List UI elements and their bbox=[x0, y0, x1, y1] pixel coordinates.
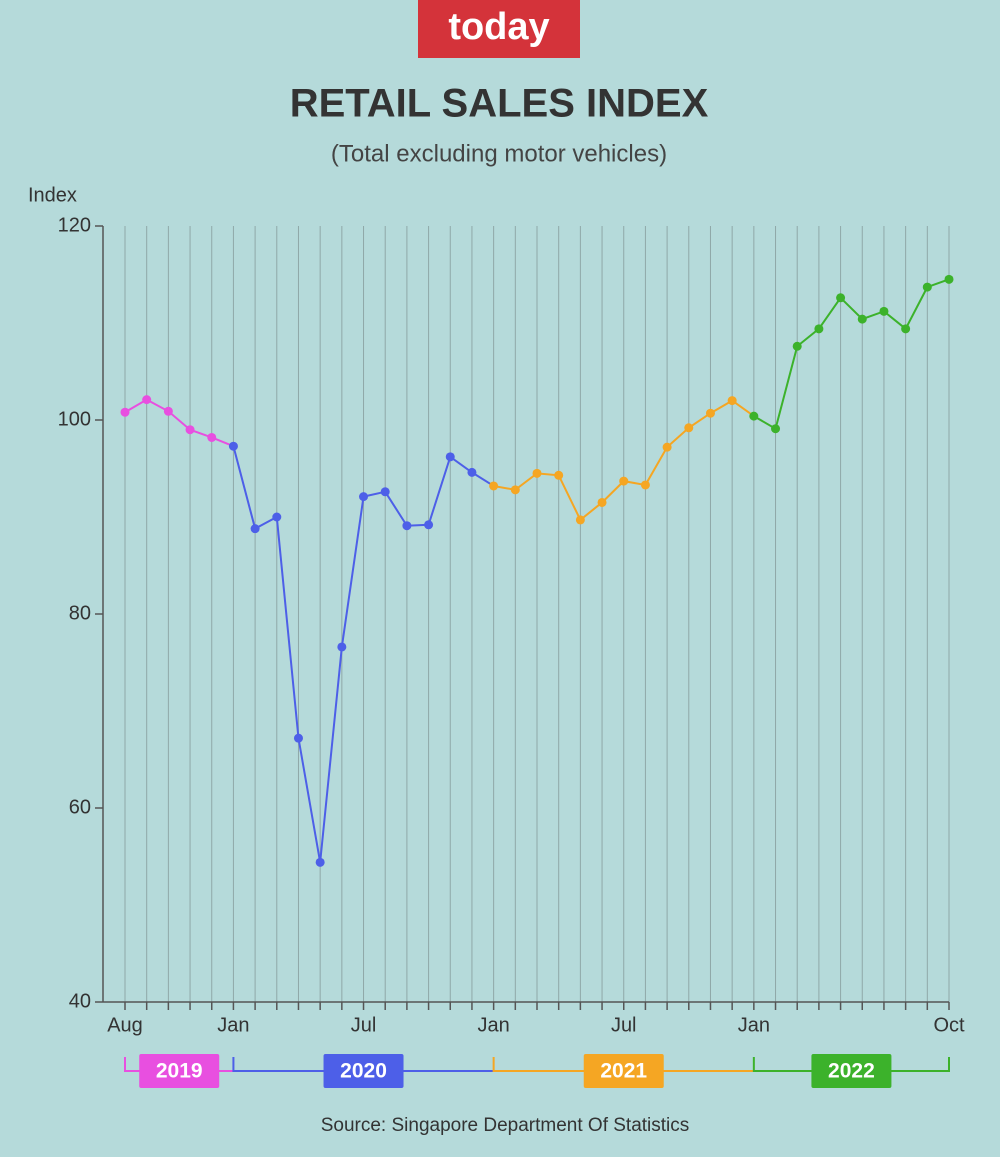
point bbox=[293, 733, 303, 743]
point bbox=[684, 423, 694, 433]
chart-title: RETAIL SALES INDEX bbox=[290, 82, 709, 126]
point bbox=[185, 425, 195, 435]
point bbox=[359, 492, 369, 502]
point bbox=[705, 408, 715, 418]
point bbox=[575, 515, 585, 525]
logo: today bbox=[448, 6, 549, 48]
y-tick-label: 120 bbox=[58, 214, 91, 236]
y-axis-label: Index bbox=[28, 184, 77, 206]
chart-subtitle: (Total excluding motor vehicles) bbox=[331, 140, 667, 167]
point bbox=[857, 314, 867, 324]
legend-box bbox=[139, 1054, 220, 1088]
point bbox=[163, 406, 173, 416]
point bbox=[879, 306, 889, 316]
y-tick-label: 80 bbox=[69, 602, 91, 624]
point bbox=[532, 468, 542, 478]
point bbox=[228, 441, 238, 451]
point bbox=[424, 520, 434, 530]
point bbox=[792, 341, 802, 351]
point bbox=[402, 521, 412, 531]
point bbox=[207, 432, 217, 442]
point bbox=[315, 857, 325, 867]
x-tick-label: Jul bbox=[351, 1014, 377, 1036]
x-tick-label: Jan bbox=[738, 1014, 770, 1036]
point bbox=[727, 396, 737, 406]
point bbox=[619, 476, 629, 486]
logo-box bbox=[418, 0, 580, 58]
x-tick-label: Jan bbox=[478, 1014, 510, 1036]
y-tick-label: 60 bbox=[69, 796, 91, 818]
point bbox=[510, 485, 520, 495]
legend-label: 2021 bbox=[600, 1060, 647, 1083]
source: Source: Singapore Department Of Statisti… bbox=[321, 1115, 690, 1136]
point bbox=[250, 524, 260, 534]
legend-box bbox=[811, 1054, 892, 1088]
bracket bbox=[492, 1057, 754, 1072]
point bbox=[445, 452, 455, 462]
point bbox=[554, 470, 564, 480]
point bbox=[944, 274, 954, 284]
legend-box bbox=[583, 1054, 664, 1088]
point bbox=[901, 324, 911, 334]
point bbox=[662, 442, 672, 452]
x-tick-label: Jan bbox=[217, 1014, 249, 1036]
point bbox=[771, 424, 781, 434]
point bbox=[380, 487, 390, 497]
legend-box bbox=[323, 1054, 404, 1088]
point bbox=[640, 480, 650, 490]
point bbox=[467, 467, 477, 477]
line bbox=[753, 278, 950, 431]
point bbox=[272, 512, 282, 522]
x-tick-label: Jul bbox=[611, 1014, 637, 1036]
point bbox=[142, 395, 152, 405]
point bbox=[337, 642, 347, 652]
point bbox=[597, 497, 607, 507]
legend-label: 2022 bbox=[828, 1060, 875, 1083]
point bbox=[922, 282, 932, 292]
legend-label: 2019 bbox=[156, 1060, 203, 1083]
point bbox=[120, 407, 130, 417]
y-tick-label: 100 bbox=[58, 408, 91, 430]
x-tick-label: Oct bbox=[933, 1014, 965, 1036]
point bbox=[489, 481, 499, 491]
bracket bbox=[232, 1057, 494, 1072]
point bbox=[749, 411, 759, 421]
legend-label: 2020 bbox=[340, 1060, 387, 1083]
x-tick-label: Aug bbox=[107, 1014, 143, 1036]
y-tick-label: 40 bbox=[69, 990, 91, 1012]
point bbox=[814, 324, 824, 334]
point bbox=[836, 293, 846, 303]
